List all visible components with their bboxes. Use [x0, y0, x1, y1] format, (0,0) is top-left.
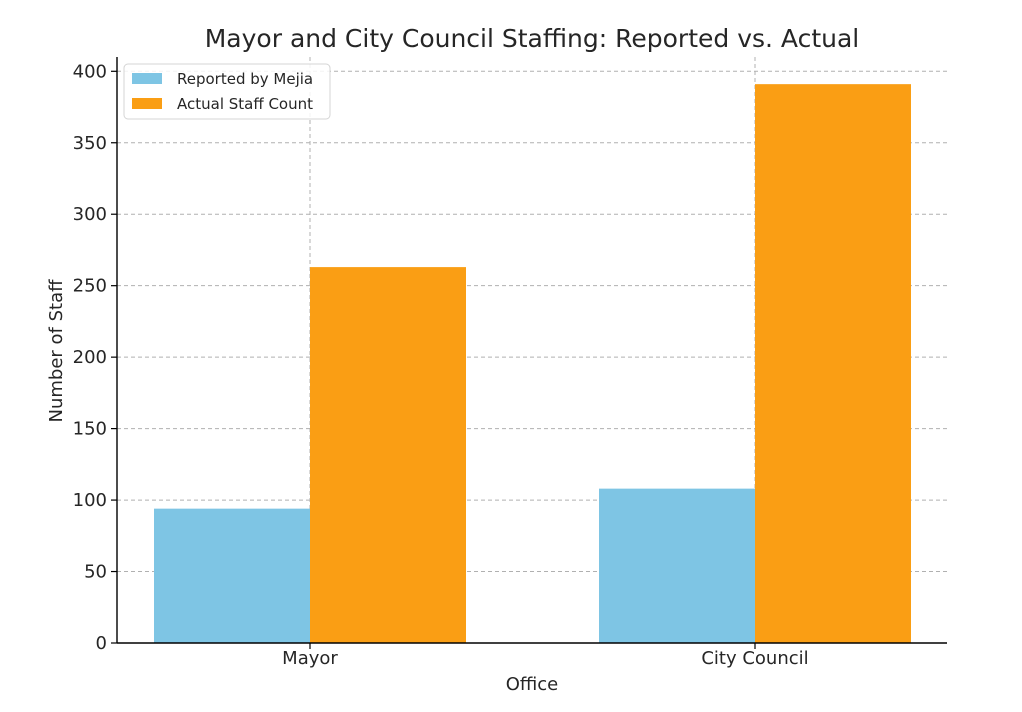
bars	[154, 84, 911, 643]
y-axis-label: Number of Staff	[46, 279, 67, 423]
y-tick-label: 200	[73, 347, 107, 368]
legend-label: Actual Staff Count	[177, 95, 313, 113]
legend-swatch	[132, 73, 162, 84]
bar-reported-mayor	[154, 508, 310, 643]
legend-box	[123, 63, 331, 120]
x-tick-label: Mayor	[282, 648, 338, 669]
chart-title: Mayor and City Council Staffing: Reporte…	[205, 24, 860, 53]
axes	[116, 57, 947, 644]
bar-actual-city-council	[755, 84, 911, 643]
ticks: 0 50 100 150 200 250 300 350 400 Mayor City Counci…	[73, 61, 809, 669]
y-tick-label: 400	[73, 61, 107, 82]
grid	[117, 57, 947, 643]
y-tick-label: 300	[73, 204, 107, 225]
legend-label: Reported by Mejia	[177, 70, 313, 88]
x-axis-label: Office	[506, 674, 559, 695]
legend: Reported by Mejia Actual Staff Count	[123, 63, 331, 120]
y-tick-label: 100	[73, 490, 107, 511]
y-tick-label: 50	[84, 562, 107, 583]
y-tick-label: 0	[96, 633, 107, 654]
bar-reported-city-council	[599, 488, 755, 643]
y-tick-label: 350	[73, 133, 107, 154]
legend-swatch	[132, 98, 162, 109]
y-tick-label: 150	[73, 419, 107, 440]
bar-actual-mayor	[310, 267, 466, 643]
y-tick-label: 250	[73, 276, 107, 297]
x-tick-label: City Council	[701, 648, 808, 669]
